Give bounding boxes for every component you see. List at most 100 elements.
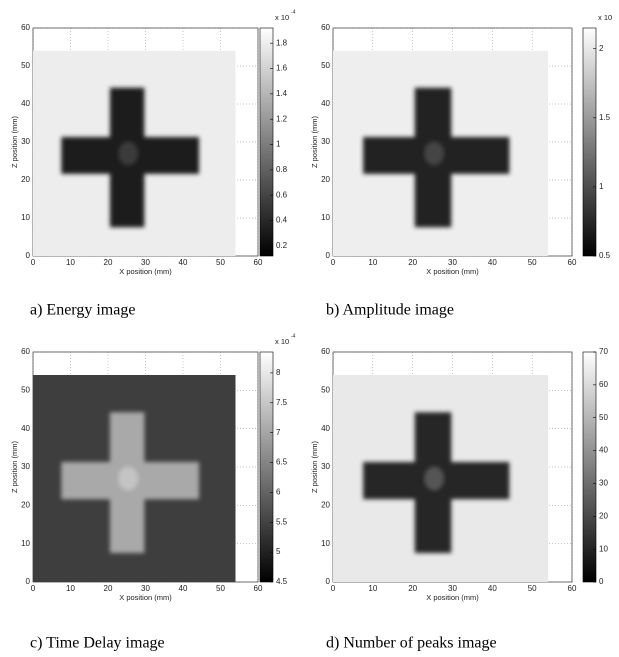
colorbar-tick-label: 0.8 [276,165,288,174]
x-tick-label: 20 [104,584,113,593]
y-tick-label: 20 [21,500,30,509]
y-tick-label: 60 [321,23,330,32]
panel: 0 10 20 30 40 50 60 0 10 20 30 40 50 60 X position (mm… [10,9,296,318]
x-tick-label: 10 [66,258,75,267]
colorbar-tick-label: 7.5 [276,398,288,407]
x-tick-label: 0 [31,258,36,267]
colorbar-tick-label: 30 [599,479,608,488]
caption: b) Amplitude image [326,302,454,319]
x-tick-label: 20 [408,584,417,593]
colorbar-tick-label: 1.6 [276,64,288,73]
x-tick-label: 60 [254,584,263,593]
colorbar-tick-label: 0.5 [599,251,611,260]
defect-center [424,466,445,491]
x-tick-label: 60 [568,584,577,593]
y-tick-label: 50 [21,385,30,394]
colorbar-tick-label: 1.4 [276,89,288,98]
colorbar [259,27,274,257]
colorbar-exponent: -4 [291,9,296,15]
colorbar-tick-label: 2 [599,44,604,53]
y-axis-label: Z position (mm) [10,440,19,493]
y-tick-label: 20 [321,500,330,509]
x-tick-label: 0 [331,584,336,593]
y-tick-label: 60 [21,23,30,32]
colorbar-tick-label: 10 [599,544,608,553]
x-tick-label: 50 [216,258,225,267]
caption: c) Time Delay image [30,635,165,652]
x-axis-label: X position (mm) [119,267,172,276]
colorbar-tick-label: 1 [276,140,281,149]
y-tick-label: 60 [21,347,30,356]
x-tick-label: 0 [331,258,336,267]
y-tick-label: 50 [321,385,330,394]
colorbar-tick-label: 0 [599,577,604,586]
y-tick-label: 50 [321,61,330,70]
colorbar-tick-label: 8 [276,368,281,377]
y-tick-label: 0 [326,577,331,586]
colorbar-tick-label: 40 [599,446,608,455]
y-axis-label: Z position (mm) [310,440,319,493]
colorbar [259,351,274,583]
colorbar-tick-label: 0.6 [276,190,288,199]
y-tick-label: 40 [321,424,330,433]
y-tick-label: 30 [21,137,30,146]
x-tick-label: 60 [254,258,263,267]
colorbar-tick-label: 6.5 [276,458,288,467]
x-tick-label: 40 [488,258,497,267]
colorbar-scale: x 10 [275,13,289,22]
colorbar-tick-label: 60 [599,380,608,389]
y-tick-label: 30 [321,462,330,471]
defect-center [118,466,139,491]
x-tick-label: 10 [66,584,75,593]
colorbar-tick-label: 1.5 [599,113,611,122]
colorbar-tick-label: 50 [599,413,608,422]
x-tick-label: 10 [368,258,377,267]
x-axis-label: X position (mm) [119,593,172,602]
colorbar-exponent: -4 [291,333,296,339]
y-tick-label: 10 [21,213,30,222]
colorbar-scale: x 10 [598,13,612,22]
y-tick-label: 20 [21,175,30,184]
y-axis-label: Z position (mm) [10,115,19,168]
colorbar-tick-label: 70 [599,347,608,356]
colorbar-tick-label: 5.5 [276,517,288,526]
colorbar-tick-label: 4.5 [276,577,288,586]
y-tick-label: 0 [26,577,31,586]
colorbar [582,351,597,583]
caption: d) Number of peaks image [326,635,497,652]
y-tick-label: 30 [21,462,30,471]
panel: 0 10 20 30 40 50 60 0 10 20 30 40 50 60 X position (mm… [310,13,612,319]
panel: 0 10 20 30 40 50 60 0 10 20 30 40 50 60 X position (mm… [10,333,296,651]
x-tick-label: 30 [448,584,457,593]
y-tick-label: 0 [326,251,331,260]
y-tick-label: 60 [321,347,330,356]
x-tick-label: 40 [488,584,497,593]
caption: a) Energy image [30,302,135,319]
x-tick-label: 30 [448,258,457,267]
colorbar-tick-label: 5 [276,547,281,556]
y-tick-label: 10 [21,539,30,548]
y-tick-label: 50 [21,61,30,70]
x-tick-label: 50 [528,584,537,593]
x-tick-label: 40 [179,258,188,267]
panel: 0 10 20 30 40 50 60 0 10 20 30 40 50 60 X position (mm… [310,347,608,652]
colorbar-tick-label: 0.2 [276,241,288,250]
x-tick-label: 0 [31,584,36,593]
y-tick-label: 40 [21,424,30,433]
x-tick-label: 40 [179,584,188,593]
y-axis-label: Z position (mm) [310,115,319,168]
y-tick-label: 40 [21,99,30,108]
defect-center [118,141,139,166]
y-tick-label: 0 [26,251,31,260]
colorbar-tick-label: 6 [276,487,281,496]
y-tick-label: 40 [321,99,330,108]
x-tick-label: 30 [141,258,150,267]
y-tick-label: 10 [321,213,330,222]
colorbar-tick-label: 20 [599,511,608,520]
colorbar-tick-label: 1.8 [276,38,288,47]
y-tick-label: 20 [321,175,330,184]
x-tick-label: 20 [408,258,417,267]
colorbar-tick-label: 1.2 [276,114,288,123]
defect-center [424,141,445,166]
colorbar [582,27,597,257]
